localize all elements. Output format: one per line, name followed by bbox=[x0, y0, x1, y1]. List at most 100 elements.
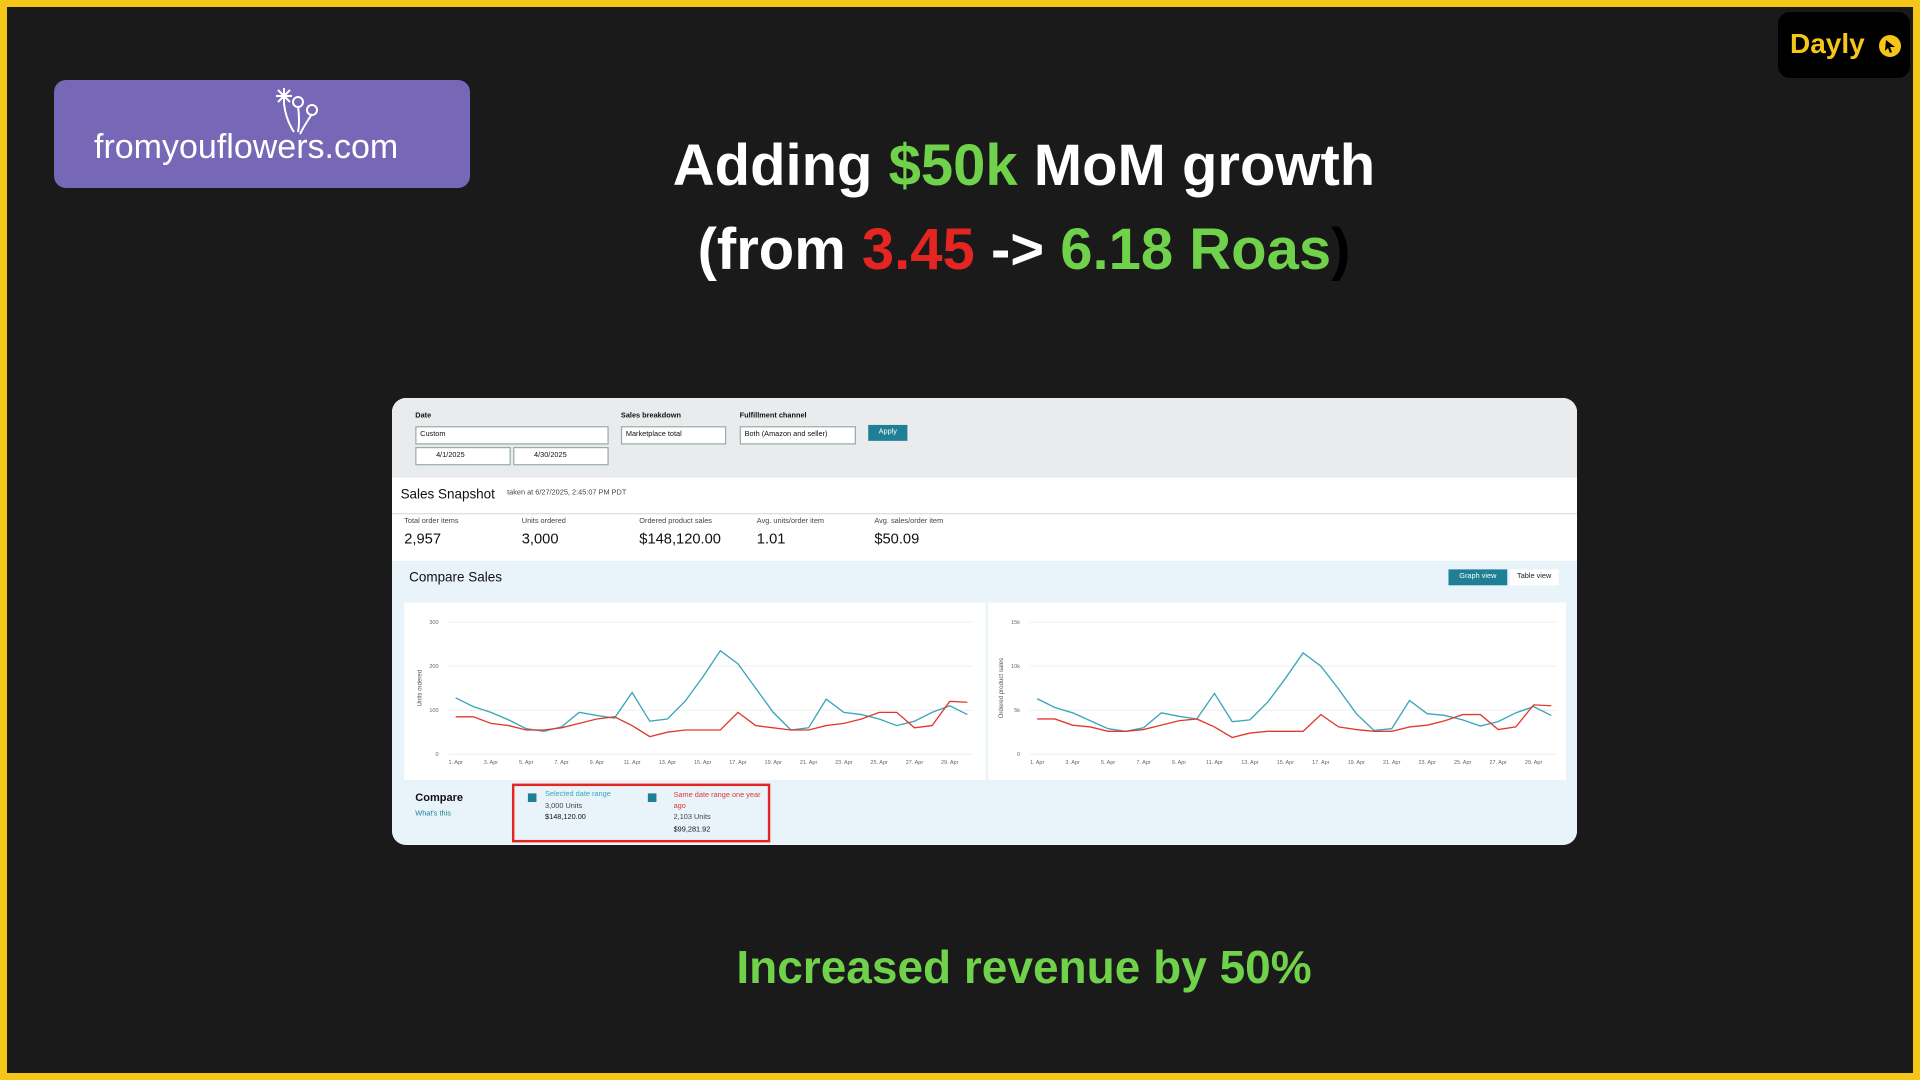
selected-units: 3,000 Units bbox=[545, 803, 583, 811]
x-tick-label: 21. Apr bbox=[1383, 760, 1401, 766]
metric-label: Avg. units/order item bbox=[756, 517, 825, 526]
x-tick-label: 21. Apr bbox=[800, 760, 818, 766]
metric-value: 2,957 bbox=[404, 530, 442, 548]
compare-sales-title: Compare Sales bbox=[409, 570, 502, 586]
graph-view-button[interactable]: Graph view bbox=[1448, 569, 1508, 586]
x-tick-label: 17. Apr bbox=[729, 760, 747, 766]
x-tick-label: 29. Apr bbox=[941, 760, 959, 766]
x-tick-label: 25. Apr bbox=[1454, 760, 1472, 766]
y-axis-label: Ordered product sales bbox=[998, 658, 1005, 718]
y-tick-label: 5k bbox=[1014, 708, 1020, 714]
metric-value: 3,000 bbox=[521, 530, 559, 548]
apply-button[interactable]: Apply bbox=[868, 424, 908, 441]
x-tick-label: 9. Apr bbox=[590, 760, 605, 766]
y-tick-label: 100 bbox=[429, 708, 438, 714]
headline-text: (from bbox=[697, 217, 846, 282]
headline-text: Adding bbox=[672, 133, 873, 198]
badge-icon bbox=[1879, 35, 1901, 57]
screenshot-content: Date Custom 4/1/2025 4/30/2025 Sales bre… bbox=[392, 398, 1577, 845]
y-tick-label: 300 bbox=[429, 620, 438, 626]
series-line bbox=[455, 649, 968, 733]
headline-text: MoM growth bbox=[1033, 133, 1376, 198]
x-tick-label: 3. Apr bbox=[484, 760, 499, 766]
metric-label: Total order items bbox=[404, 517, 459, 526]
metric-value: $50.09 bbox=[874, 530, 920, 548]
y-axis-label: Units ordered bbox=[416, 670, 423, 707]
metric-value: $148,120.00 bbox=[639, 530, 721, 548]
compare-title: Compare bbox=[415, 790, 464, 804]
headline-amount: $50k bbox=[888, 133, 1018, 198]
x-tick-label: 19. Apr bbox=[765, 760, 783, 766]
x-tick-label: 13. Apr bbox=[1241, 760, 1259, 766]
highlight-box bbox=[511, 783, 771, 843]
y-tick-label: 15k bbox=[1011, 620, 1020, 626]
series-line bbox=[455, 700, 968, 738]
x-tick-label: 7. Apr bbox=[1136, 760, 1151, 766]
series-line bbox=[1037, 704, 1552, 739]
y-tick-label: 10k bbox=[1011, 664, 1020, 670]
x-tick-label: 23. Apr bbox=[1418, 760, 1436, 766]
select[interactable]: Marketplace total bbox=[620, 426, 727, 445]
snapshot-time: taken at 6/27/2025, 2:45:07 PM PDT bbox=[507, 489, 627, 498]
divider bbox=[392, 513, 1577, 515]
old-roas: 3.45 bbox=[861, 217, 975, 282]
snapshot-title: Sales Snapshot bbox=[400, 487, 495, 503]
previous-units: 2,103 Units bbox=[673, 814, 711, 822]
date-input[interactable]: 4/30/2025 bbox=[513, 446, 609, 466]
x-tick-label: 17. Apr bbox=[1312, 760, 1330, 766]
x-tick-label: 11. Apr bbox=[624, 760, 641, 766]
table-view-button[interactable]: Table view bbox=[1509, 569, 1559, 586]
headline-arrow: -> bbox=[990, 217, 1045, 282]
headline-line-1: Adding $50k MoM growth bbox=[400, 132, 1648, 199]
label: Fulfillment channel bbox=[739, 412, 807, 421]
date-input[interactable]: 4/1/2025 bbox=[415, 446, 511, 466]
checkbox[interactable] bbox=[527, 793, 537, 802]
legend-selected: Selected date range bbox=[545, 790, 611, 799]
x-tick-label: 11. Apr bbox=[1206, 760, 1223, 766]
screenshot: Date Custom 4/1/2025 4/30/2025 Sales bre… bbox=[392, 398, 1577, 845]
x-tick-label: 15. Apr bbox=[694, 760, 712, 766]
metric-label: Avg. sales/order item bbox=[874, 517, 944, 526]
label: Date bbox=[415, 412, 432, 421]
selected-sales: $148,120.00 bbox=[545, 814, 586, 822]
chart-panel bbox=[404, 602, 986, 780]
y-tick-label: 0 bbox=[435, 752, 438, 758]
charts: Units ordered 0 100 200 300 1. Apr 3. Apr 5. Ap… bbox=[416, 620, 1557, 766]
y-tick-label: 0 bbox=[1017, 752, 1020, 758]
x-tick-label: 15. Apr bbox=[1277, 760, 1295, 766]
new-roas: 6.18 Roas bbox=[1060, 217, 1332, 282]
brand: fromyouflowers.com bbox=[94, 128, 399, 166]
previous-sales: $99,281.92 bbox=[673, 826, 711, 834]
x-tick-label: 5. Apr bbox=[519, 760, 534, 766]
x-tick-label: 5. Apr bbox=[1101, 760, 1116, 766]
metric-label: Ordered product sales bbox=[639, 517, 712, 526]
headline-text: ) bbox=[1331, 217, 1351, 282]
select[interactable]: Custom bbox=[415, 426, 609, 445]
checkbox[interactable] bbox=[647, 793, 657, 802]
x-tick-label: 29. Apr bbox=[1525, 760, 1543, 766]
x-tick-label: 3. Apr bbox=[1065, 760, 1080, 766]
chart-panel bbox=[988, 602, 1567, 780]
logo: fromyouflowers.com bbox=[54, 80, 470, 188]
x-tick-label: 23. Apr bbox=[835, 760, 853, 766]
headline-line-2: (from 3.45 -> 6.18 Roas) bbox=[400, 216, 1648, 283]
help-link[interactable]: What's this bbox=[415, 810, 451, 818]
legend-previous: Same date range one year ago bbox=[673, 792, 761, 811]
x-tick-label: 27. Apr bbox=[906, 760, 924, 766]
x-tick-label: 13. Apr bbox=[659, 760, 677, 766]
x-tick-label: 25. Apr bbox=[870, 760, 888, 766]
x-tick-label: 1. Apr bbox=[1030, 760, 1045, 766]
x-tick-label: 7. Apr bbox=[554, 760, 569, 766]
badge: Dayly bbox=[1778, 12, 1910, 78]
select[interactable]: Both (Amazon and seller) bbox=[739, 426, 856, 445]
x-tick-label: 9. Apr bbox=[1172, 760, 1187, 766]
x-tick-label: 27. Apr bbox=[1489, 760, 1507, 766]
series-line bbox=[1036, 651, 1552, 733]
label: Sales breakdown bbox=[620, 412, 681, 421]
x-tick-label: 1. Apr bbox=[448, 760, 463, 766]
flower-icon bbox=[276, 88, 318, 135]
y-tick-label: 200 bbox=[429, 664, 438, 670]
metric-value: 1.01 bbox=[756, 530, 786, 548]
